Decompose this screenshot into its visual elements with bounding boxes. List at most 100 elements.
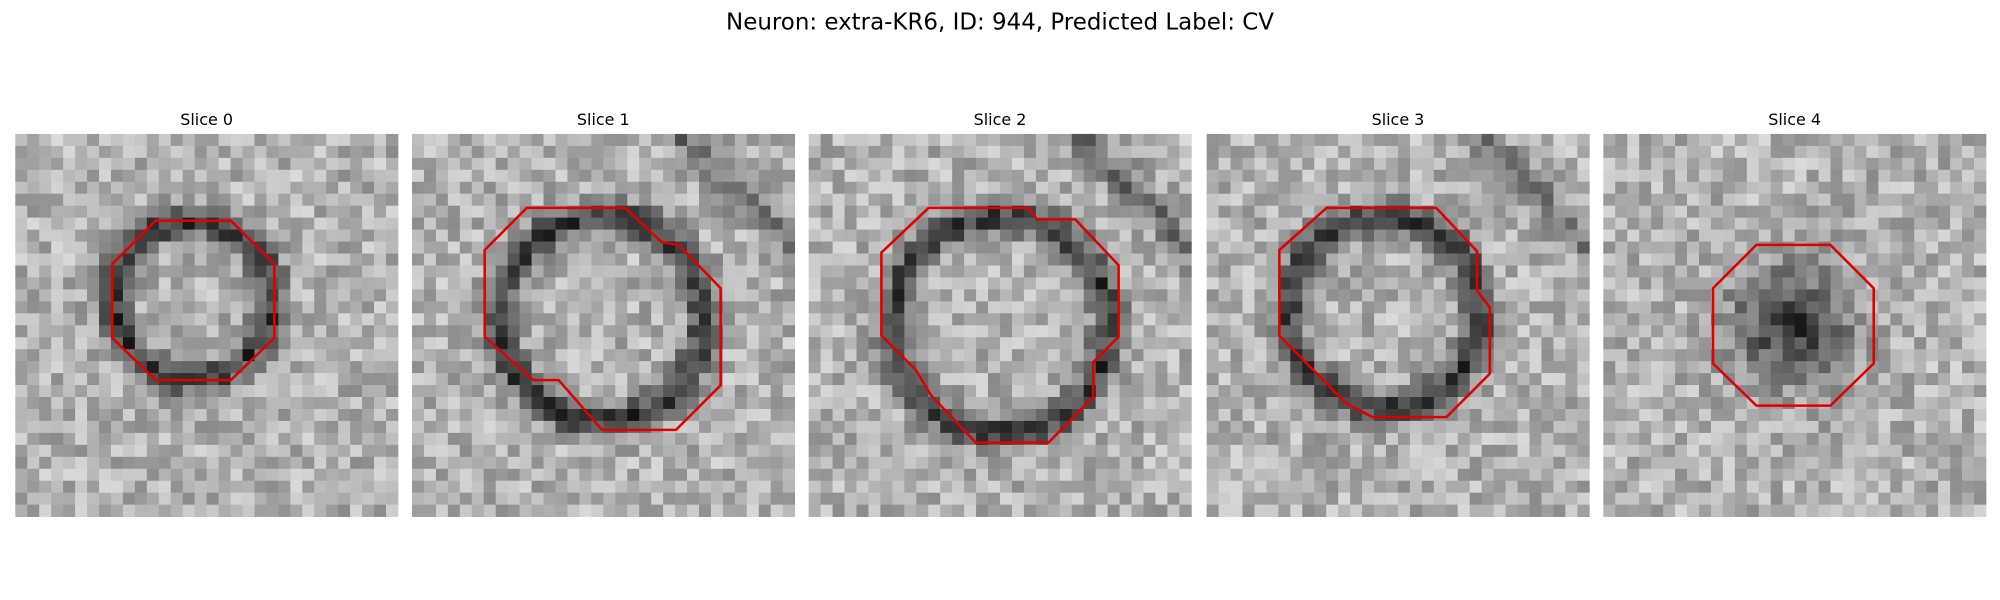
pixel (710, 444, 724, 458)
pixel (290, 193, 303, 207)
pixel (1230, 265, 1243, 278)
pixel (591, 420, 604, 434)
pixel (567, 313, 580, 326)
pixel (99, 157, 112, 171)
pixel (1397, 145, 1411, 159)
pixel (1059, 205, 1073, 219)
pixel (87, 181, 100, 195)
pixel (1698, 444, 1712, 458)
pixel (531, 492, 544, 506)
pixel (1914, 145, 1927, 159)
pixel (1314, 277, 1327, 290)
pixel (1059, 253, 1073, 266)
pixel (1047, 456, 1061, 470)
pixel (1926, 385, 1939, 398)
pixel (1651, 229, 1664, 242)
pixel (87, 468, 100, 482)
pixel (1059, 456, 1073, 470)
pixel (1806, 456, 1819, 470)
pixel (1615, 420, 1628, 434)
pixel (110, 265, 124, 278)
pixel (362, 241, 375, 254)
pixel (447, 444, 461, 458)
pixel (302, 289, 315, 302)
pixel (687, 265, 700, 278)
pixel (1854, 169, 1867, 183)
pixel (350, 337, 363, 350)
pixel (15, 193, 28, 207)
pixel (302, 193, 315, 207)
pixel (698, 313, 712, 326)
pixel (746, 181, 760, 195)
pixel (543, 408, 556, 422)
pixel (1445, 181, 1459, 195)
pixel (1350, 480, 1363, 494)
pixel (158, 456, 172, 470)
pixel (266, 349, 279, 362)
pixel (1687, 408, 1700, 422)
pixel (1254, 217, 1267, 230)
pixel (1770, 157, 1784, 171)
pixel (1421, 444, 1435, 458)
pixel (639, 301, 652, 314)
pixel (1710, 265, 1724, 278)
pixel (519, 313, 532, 326)
pixel (1350, 504, 1363, 517)
pixel (1397, 169, 1411, 183)
pixel (314, 241, 327, 254)
pixel (603, 468, 616, 482)
pixel (1047, 289, 1061, 302)
pixel (134, 349, 148, 362)
pixel (1541, 444, 1554, 458)
pixel (820, 361, 833, 374)
pixel (158, 349, 172, 362)
pixel (27, 289, 40, 302)
pixel (687, 325, 700, 338)
pixel (698, 468, 712, 482)
pixel (146, 325, 160, 338)
pixel (639, 325, 652, 338)
pixel (698, 444, 712, 458)
pixel (1806, 193, 1819, 207)
pixel (1926, 361, 1939, 374)
pixel (675, 444, 688, 458)
pixel (1131, 408, 1144, 422)
pixel (1639, 444, 1652, 458)
pixel (1035, 313, 1049, 326)
pixel (1541, 361, 1554, 374)
pixel (1950, 133, 1963, 147)
pixel (734, 217, 748, 230)
pixel (1218, 361, 1231, 374)
pixel (1974, 229, 1987, 242)
pixel (1842, 313, 1855, 326)
pixel (1962, 265, 1975, 278)
pixel (1107, 289, 1120, 302)
pixel (170, 181, 184, 195)
pixel (1035, 289, 1049, 302)
pixel (1651, 157, 1664, 171)
pixel (1242, 432, 1255, 446)
pixel (110, 504, 124, 517)
pixel (782, 361, 796, 374)
pixel (1095, 325, 1109, 338)
pixel (1902, 373, 1915, 386)
pixel (928, 337, 941, 350)
pixel (1206, 253, 1219, 266)
pixel (1218, 313, 1231, 326)
pixel (63, 205, 76, 219)
pixel (591, 432, 604, 446)
pixel (722, 181, 736, 195)
pixel (832, 480, 845, 494)
pixel (75, 432, 88, 446)
pixel (1722, 313, 1736, 326)
pixel (1541, 241, 1554, 254)
pixel (1119, 265, 1132, 278)
pixel (1338, 241, 1351, 254)
pixel (1974, 313, 1987, 326)
pixel (1000, 456, 1013, 470)
pixel (1842, 420, 1855, 434)
pixel (1914, 289, 1927, 302)
pixel (495, 241, 509, 254)
pixel (734, 181, 748, 195)
pixel (158, 205, 172, 219)
